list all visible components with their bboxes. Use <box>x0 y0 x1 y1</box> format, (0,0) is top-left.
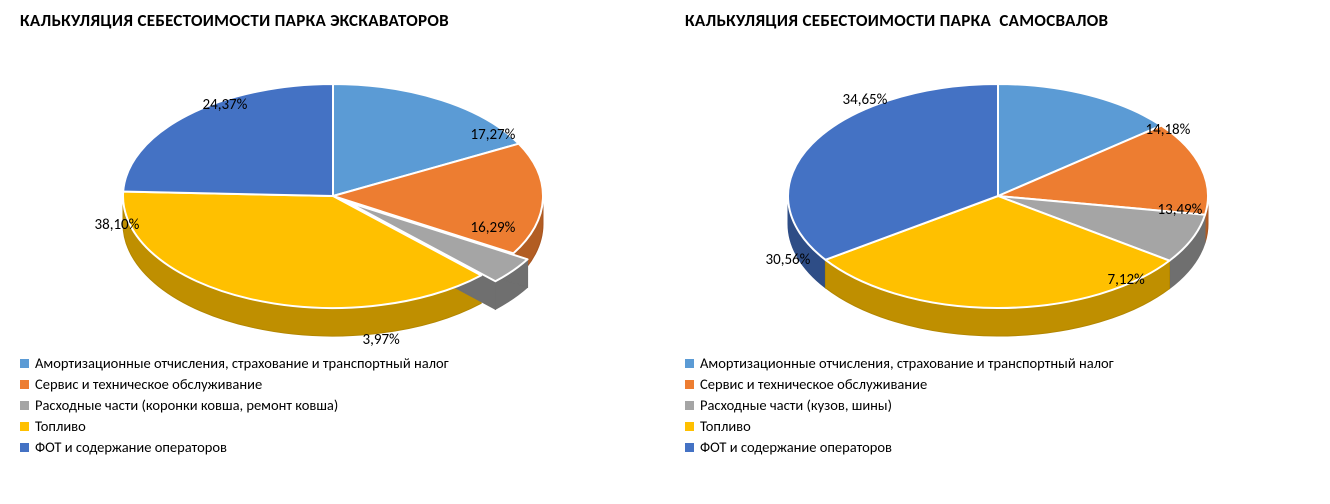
legend-label: Сервис и техническое обслуживание <box>35 375 262 393</box>
legend-label: ФОТ и содержание операторов <box>35 438 227 456</box>
legend-label: Амортизационные отчисления, страхование … <box>700 354 1114 372</box>
legend-item: Амортизационные отчисления, страхование … <box>20 354 645 372</box>
legend-item: ФОТ и содержание операторов <box>685 438 1310 456</box>
legend-item: Топливо <box>685 417 1310 435</box>
legend-label: Амортизационные отчисления, страхование … <box>35 354 449 372</box>
legend-item: Амортизационные отчисления, страхование … <box>685 354 1310 372</box>
panel-right: КАЛЬКУЛЯЦИЯ СЕБЕСТОИМОСТИ ПАРКА САМОСВАЛ… <box>665 0 1330 504</box>
chart-left: 17,27% 16,29% 3,97% 38,10% 24,37% <box>23 31 643 351</box>
slice-label: 7,12% <box>1108 271 1145 289</box>
chart-title-right: КАЛЬКУЛЯЦИЯ СЕБЕСТОИМОСТИ ПАРКА САМОСВАЛ… <box>685 10 1310 31</box>
chart-right: 14,18% 13,49% 7,12% 30,56% 34,65% <box>688 31 1308 351</box>
slice-label: 38,10% <box>95 216 140 234</box>
chart-title-left: КАЛЬКУЛЯЦИЯ СЕБЕСТОИМОСТИ ПАРКА ЭКСКАВАТ… <box>20 10 645 31</box>
legend-label: Топливо <box>35 417 86 435</box>
legend-item: Расходные части (коронки ковша, ремонт к… <box>20 396 645 414</box>
page: КАЛЬКУЛЯЦИЯ СЕБЕСТОИМОСТИ ПАРКА ЭКСКАВАТ… <box>0 0 1330 504</box>
slice-label: 17,27% <box>471 126 516 144</box>
legend-swatch <box>20 443 29 452</box>
slice-label: 24,37% <box>203 96 248 114</box>
legend-label: Расходные части (кузов, шины) <box>700 396 892 414</box>
legend-item: Сервис и техническое обслуживание <box>685 375 1310 393</box>
slice-label: 30,56% <box>766 251 811 269</box>
legend-left: Амортизационные отчисления, страхование … <box>20 354 645 456</box>
legend-swatch <box>685 401 694 410</box>
legend-swatch <box>20 359 29 368</box>
legend-item: Топливо <box>20 417 645 435</box>
legend-swatch <box>685 359 694 368</box>
legend-swatch <box>20 401 29 410</box>
slice-label: 13,49% <box>1158 201 1203 219</box>
slice-label: 16,29% <box>471 219 516 237</box>
legend-item: Расходные части (кузов, шины) <box>685 396 1310 414</box>
pie-svg-right <box>688 31 1308 351</box>
legend-label: Расходные части (коронки ковша, ремонт к… <box>35 396 338 414</box>
legend-swatch <box>685 443 694 452</box>
legend-swatch <box>20 380 29 389</box>
slice-label: 34,65% <box>843 91 888 109</box>
legend-item: Сервис и техническое обслуживание <box>20 375 645 393</box>
slice-label: 14,18% <box>1146 121 1191 139</box>
panel-left: КАЛЬКУЛЯЦИЯ СЕБЕСТОИМОСТИ ПАРКА ЭКСКАВАТ… <box>0 0 665 504</box>
legend-swatch <box>685 422 694 431</box>
legend-right: Амортизационные отчисления, страхование … <box>685 354 1310 456</box>
legend-swatch <box>685 380 694 389</box>
slice-label: 3,97% <box>363 331 400 349</box>
legend-swatch <box>20 422 29 431</box>
pie-svg-left <box>23 31 643 351</box>
legend-label: Топливо <box>700 417 751 435</box>
legend-item: ФОТ и содержание операторов <box>20 438 645 456</box>
legend-label: Сервис и техническое обслуживание <box>700 375 927 393</box>
legend-label: ФОТ и содержание операторов <box>700 438 892 456</box>
